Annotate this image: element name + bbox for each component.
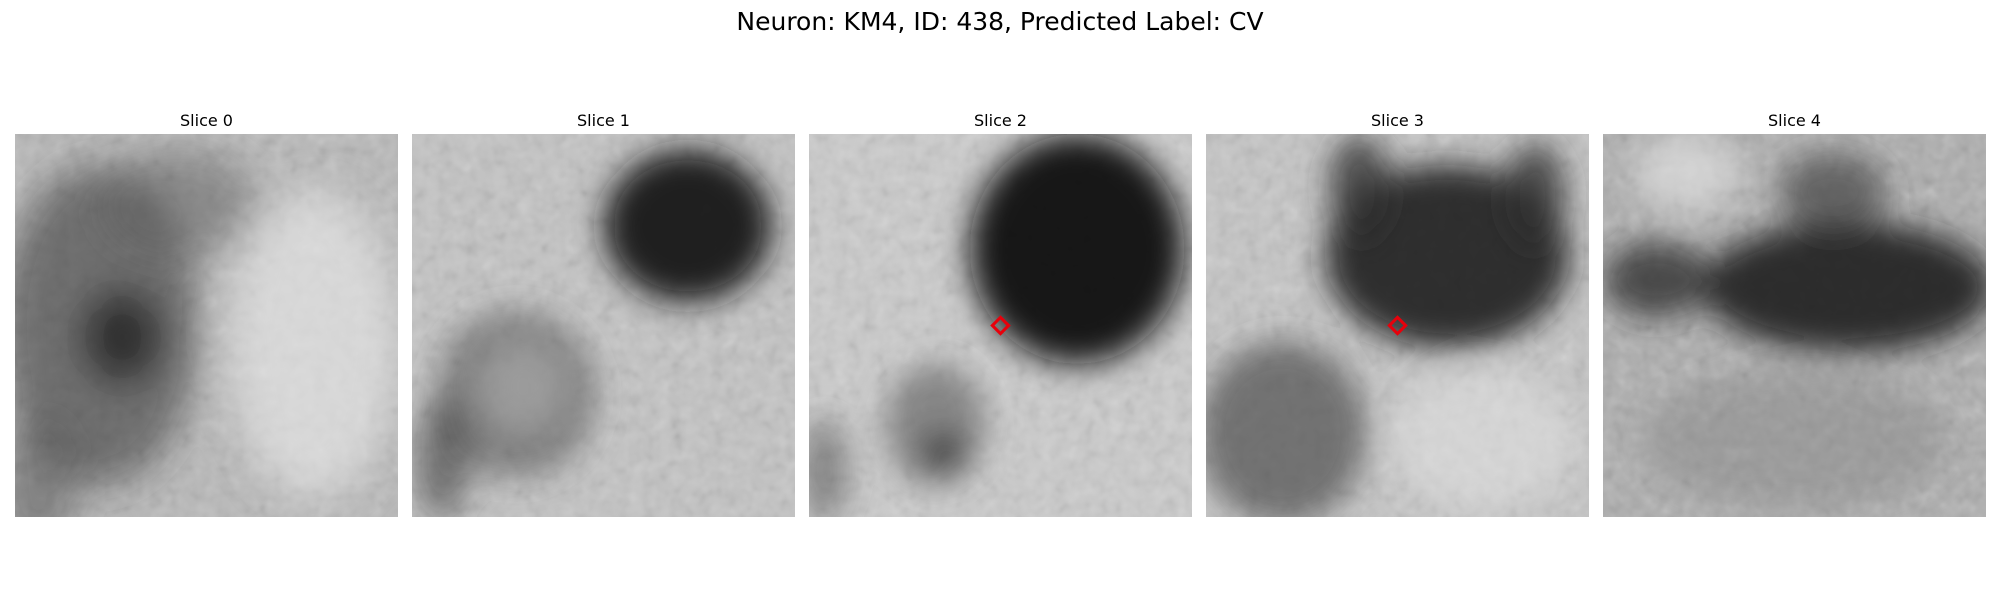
panel-title: Slice 0	[180, 111, 233, 130]
figure-title: Neuron: KM4, ID: 438, Predicted Label: C…	[736, 7, 1264, 36]
microscopy-image-slice-4	[1603, 134, 1986, 517]
panel-title: Slice 3	[1371, 111, 1424, 130]
panel-title: Slice 4	[1768, 111, 1821, 130]
panel-slice-4: Slice 4	[1603, 108, 1986, 517]
panel-title: Slice 1	[577, 111, 630, 130]
panel-slice-0: Slice 0	[15, 108, 398, 517]
panel-slice-3: Slice 3	[1206, 108, 1589, 517]
microscopy-image-slice-1	[412, 134, 795, 517]
microscopy-image-slice-2	[809, 134, 1192, 517]
location-marker-icon	[1387, 315, 1408, 336]
microscopy-image-slice-0	[15, 134, 398, 517]
microscopy-image-slice-3	[1206, 134, 1589, 517]
panel-title: Slice 2	[974, 111, 1027, 130]
panel-slice-2: Slice 2	[809, 108, 1192, 517]
panel-slice-1: Slice 1	[412, 108, 795, 517]
location-marker-icon	[990, 315, 1011, 336]
